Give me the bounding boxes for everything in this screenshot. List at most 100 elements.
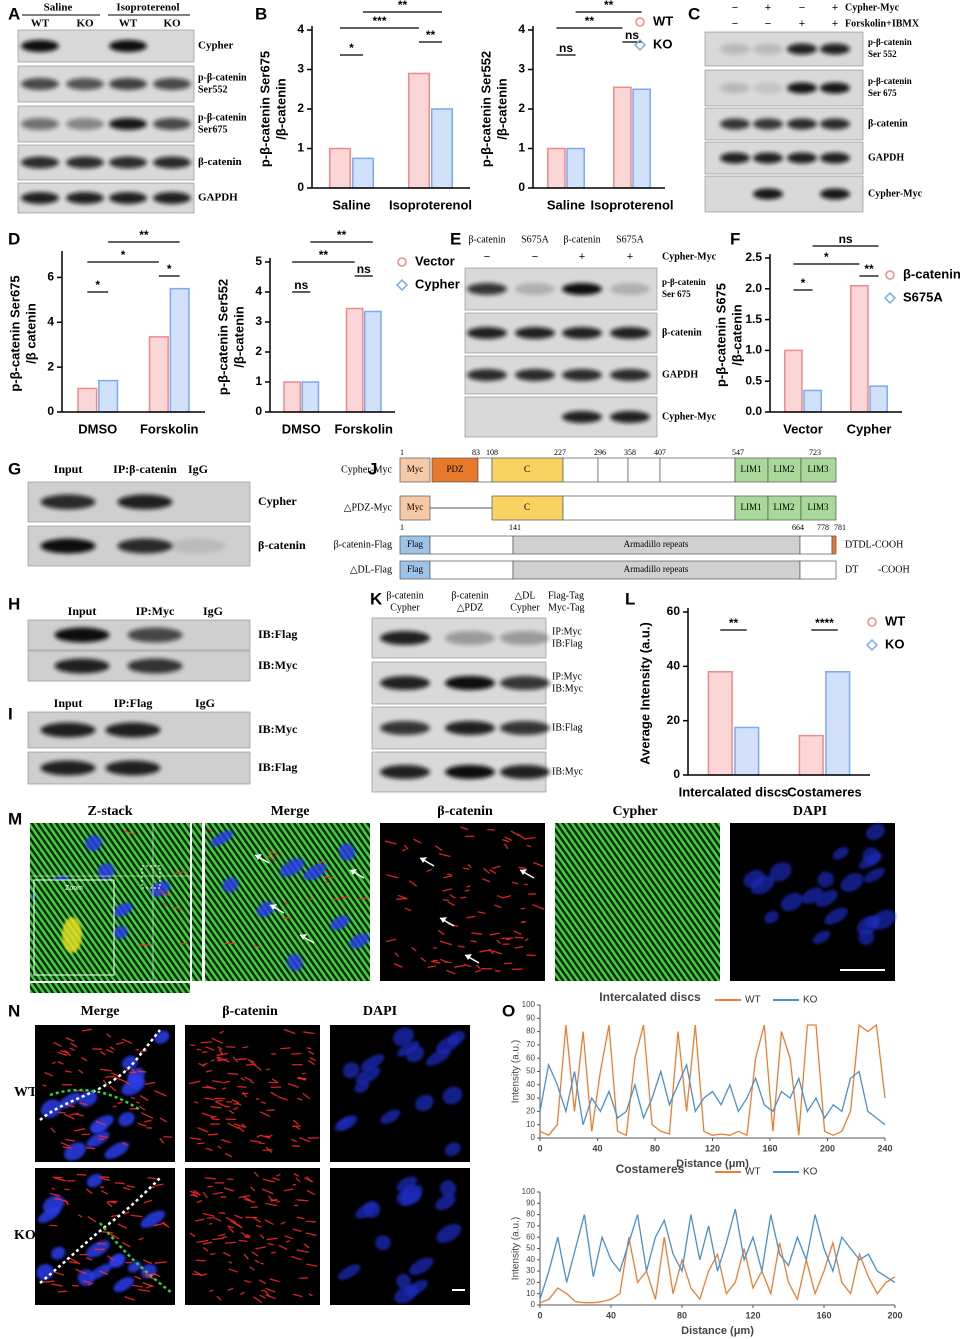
catenin-stain: [205, 1147, 213, 1152]
catenin-stain: [215, 1101, 228, 1108]
panel-letter: B: [255, 4, 267, 23]
catenin-stain: [492, 950, 503, 955]
y-tick-label: 0: [255, 404, 262, 418]
y-tick-label: 2: [518, 101, 525, 115]
data-line: [539, 1062, 886, 1126]
y-tick-label: 0.5: [745, 373, 762, 387]
significance-label: **: [604, 0, 614, 12]
catenin-stain: [236, 1058, 247, 1061]
label: β-catenin: [468, 234, 505, 245]
catenin-stain: [70, 1042, 78, 1048]
catenin-stain: [292, 1293, 303, 1298]
label: 141: [509, 523, 521, 532]
catenin-stain: [471, 932, 483, 935]
nucleus: [396, 1176, 418, 1192]
catenin-stain: [255, 1246, 266, 1250]
panel-letter: J: [368, 459, 377, 478]
nucleus: [440, 1180, 457, 1198]
catenin-stain: [100, 1231, 113, 1234]
significance-label: ns: [839, 232, 853, 246]
band: [21, 40, 59, 52]
catenin-stain: [57, 1051, 68, 1056]
bar: [803, 389, 822, 413]
nucleus: [127, 1073, 143, 1089]
catenin-stain: [318, 860, 325, 863]
nucleus: [210, 830, 234, 847]
label: p-β-catenin: [868, 37, 912, 47]
catenin-stain: [303, 1243, 310, 1249]
catenin-stain: [470, 940, 477, 943]
band: [380, 676, 430, 690]
catenin-stain: [101, 1190, 108, 1195]
catenin-stain: [250, 1186, 256, 1192]
catenin-stain: [117, 1101, 123, 1104]
y-tick-label: 20: [526, 1278, 535, 1287]
catenin-stain: [296, 1216, 305, 1220]
catenin-stain: [210, 1105, 222, 1109]
band: [153, 156, 191, 169]
catenin-stain: [325, 880, 331, 885]
catenin-stain: [306, 1189, 316, 1196]
bar: [407, 72, 431, 189]
band: [500, 631, 550, 645]
nucleus: [375, 1235, 391, 1251]
catenin-stain: [411, 946, 417, 952]
y-tick-label: 3: [255, 314, 262, 328]
catenin-stain: [50, 1192, 60, 1197]
catenin-stain: [271, 1078, 278, 1083]
catenin-stain: [384, 840, 397, 845]
catenin-stain: [50, 1127, 56, 1134]
label: Input: [68, 604, 97, 618]
nucleus: [801, 887, 824, 905]
label: Myc: [407, 464, 424, 474]
legend-label: Cypher: [415, 276, 460, 291]
catenin-stain: [106, 1033, 112, 1038]
catenin-stain: [497, 894, 503, 899]
bar: [850, 284, 869, 413]
catenin-stain: [247, 1059, 255, 1063]
catenin-stain: [131, 1284, 143, 1288]
catenin-stain: [240, 1077, 245, 1081]
y-tick-label: 20: [667, 713, 681, 727]
label: IgG: [195, 696, 215, 710]
label: LIM2: [774, 502, 795, 512]
catenin-stain: [393, 963, 403, 968]
nucleus: [871, 909, 896, 930]
label: p-β-catenin: [868, 76, 912, 86]
nucleus: [360, 1054, 385, 1071]
catenin-stain: [464, 889, 470, 892]
catenin-stain: [216, 1052, 229, 1057]
y-tick-label: 0: [518, 180, 525, 194]
significance-label: **: [864, 262, 874, 276]
band: [66, 118, 104, 130]
catenin-stain: [208, 1133, 219, 1136]
x-tick-label: 240: [877, 1143, 892, 1153]
catenin-stain: [52, 1176, 63, 1179]
label: β-catenin: [563, 234, 600, 245]
catenin-stain: [227, 1287, 234, 1291]
nucleus: [279, 858, 305, 877]
x-tick-label: Cypher: [847, 421, 892, 436]
chart-title: Intercalated discs: [599, 990, 701, 1004]
label: DTDL-COOH: [845, 539, 903, 550]
label: Cypher: [258, 494, 297, 508]
catenin-stain: [285, 1240, 291, 1243]
nucleus: [37, 1207, 61, 1223]
arrow-head: [270, 904, 277, 910]
catenin-stain: [270, 1198, 280, 1203]
x-tick-label: 80: [677, 1310, 687, 1320]
label: C: [524, 464, 530, 474]
catenin-stain: [266, 1068, 270, 1071]
y-tick-label: 0: [673, 767, 680, 781]
nucleus: [415, 1094, 434, 1112]
nucleus: [764, 910, 779, 924]
nucleus: [330, 915, 350, 931]
band: [40, 538, 96, 554]
band: [515, 369, 555, 381]
catenin-stain: [138, 1237, 144, 1241]
catenin-stain: [200, 1041, 212, 1044]
catenin-stain: [121, 1142, 128, 1146]
band: [66, 78, 104, 90]
catenin-stain: [205, 1046, 215, 1051]
label: β-catenin: [868, 118, 908, 129]
